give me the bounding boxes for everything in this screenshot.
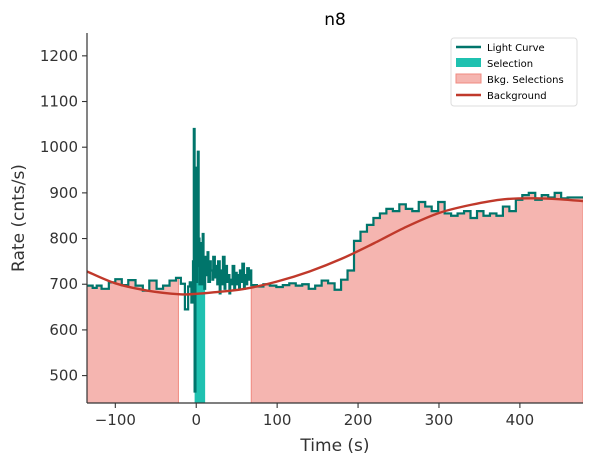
- chart-title: n8: [324, 10, 346, 30]
- x-axis: −100 0 100 200 300 400: [87, 402, 583, 429]
- legend-label: Background: [487, 91, 547, 102]
- x-tick-label: 200: [344, 411, 373, 429]
- x-tick-label: −100: [95, 411, 136, 429]
- source-selection: [194, 151, 206, 403]
- legend-label: Light Curve: [487, 43, 545, 54]
- plot-area: [87, 127, 583, 403]
- y-tick-label: 1000: [40, 138, 78, 156]
- legend-label: Selection: [487, 59, 533, 70]
- y-tick-label: 600: [49, 321, 78, 339]
- bkg-selection-2: [250, 192, 583, 403]
- x-axis-title: Time (s): [299, 436, 369, 456]
- background-fit-series: [87, 197, 583, 296]
- legend-box: [450, 37, 578, 107]
- legend: Light Curve Selection Bkg. Selections Backg…: [450, 37, 578, 107]
- x-tick-label: 300: [425, 411, 454, 429]
- y-tick-label: 500: [49, 367, 78, 385]
- bkg-selection-1: [87, 277, 179, 403]
- y-axis-title: Rate (cnts/s): [9, 164, 29, 272]
- x-tick-label: 0: [191, 411, 201, 429]
- y-tick-label: 1100: [40, 93, 78, 111]
- legend-swatch: [456, 58, 481, 67]
- y-tick-label: 1200: [40, 47, 78, 65]
- legend-label: Bkg. Selections: [487, 75, 564, 86]
- x-tick-label: 400: [506, 411, 535, 429]
- x-tick-label: 100: [263, 411, 292, 429]
- light-curve-series: [87, 127, 583, 393]
- y-tick-label: 900: [49, 184, 78, 202]
- legend-swatch: [455, 73, 482, 84]
- y-tick-label: 700: [49, 275, 78, 293]
- y-axis: 500 600 700 800 900 1000 1100 1200: [40, 33, 88, 403]
- y-tick-label: 800: [49, 230, 78, 248]
